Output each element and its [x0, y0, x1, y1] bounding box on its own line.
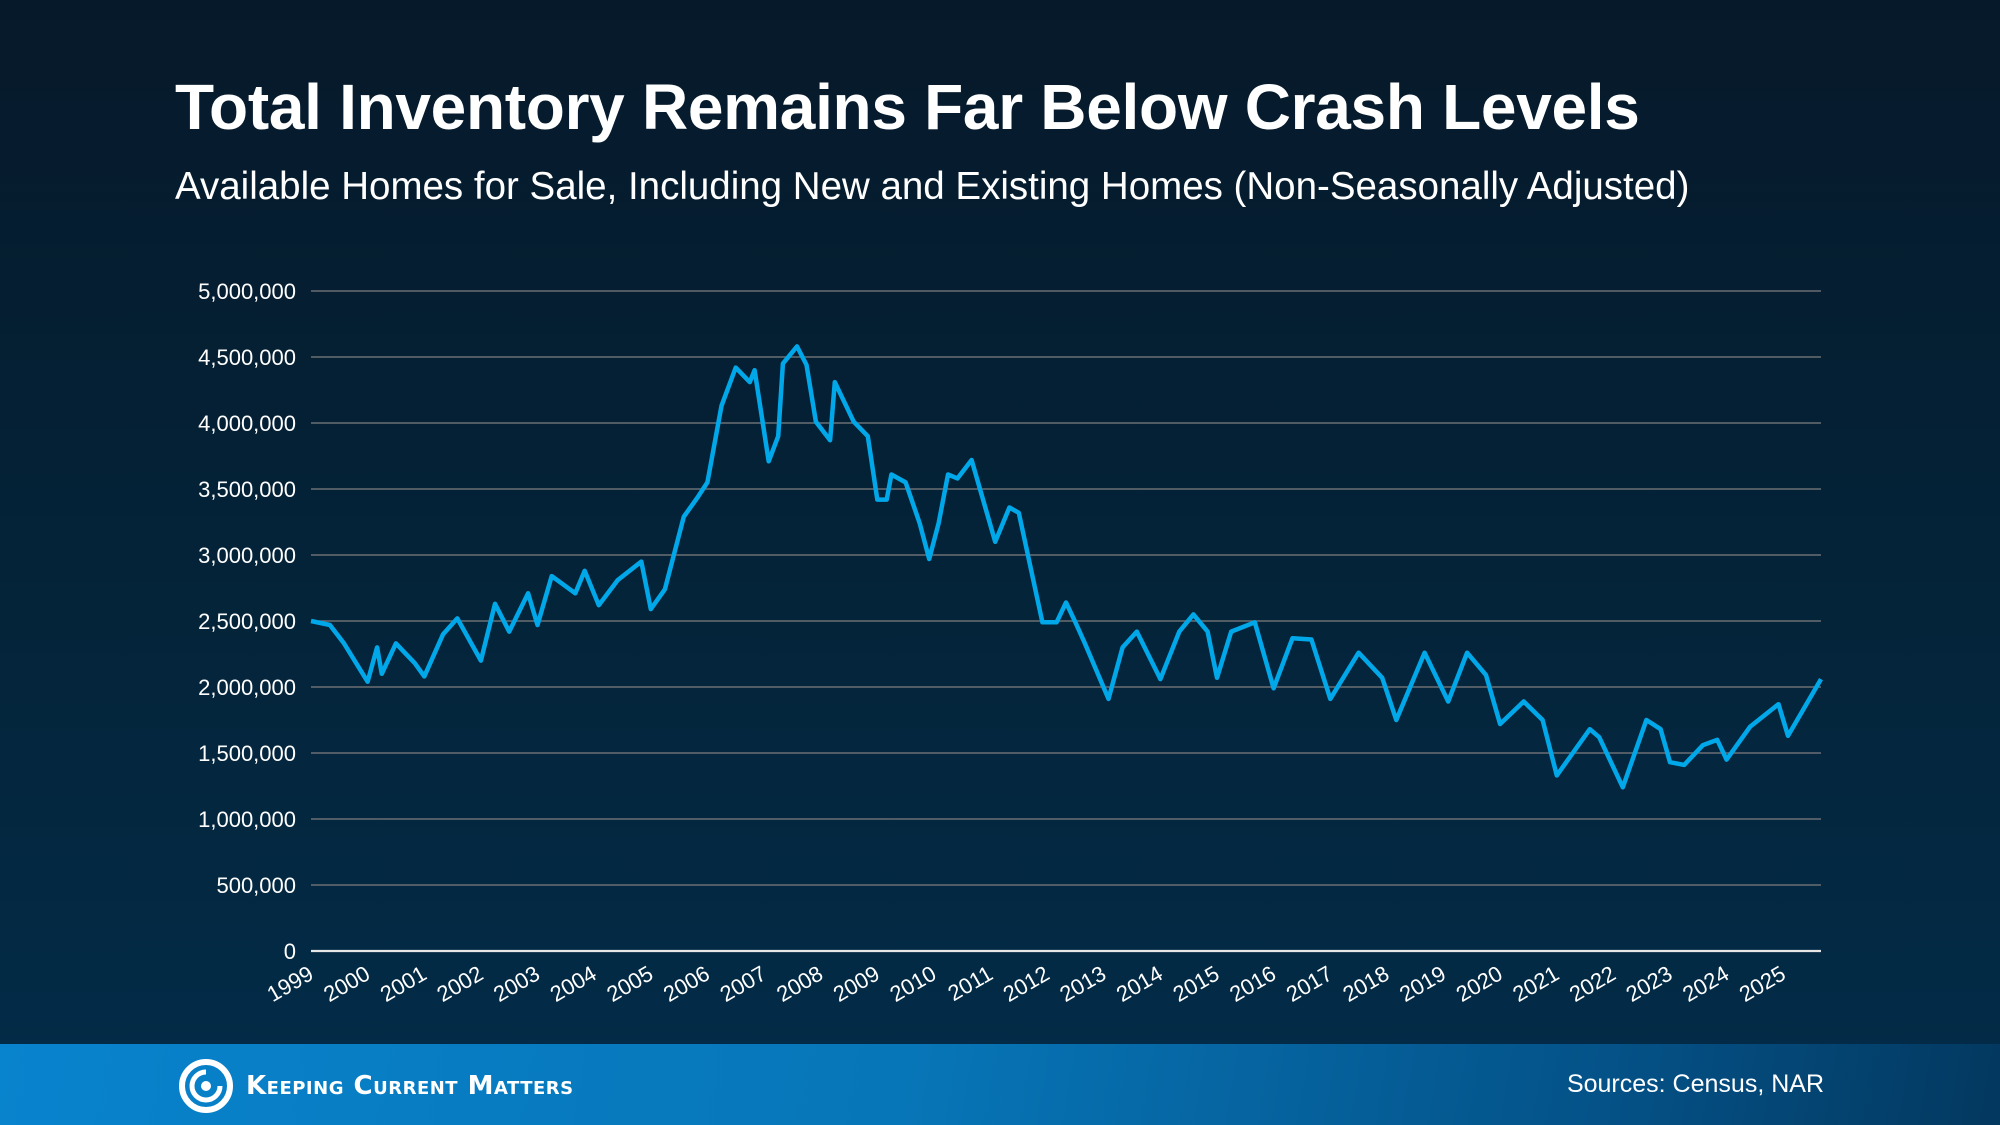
x-tick-label: 2022 [1565, 961, 1620, 1007]
x-tick-label: 2020 [1452, 961, 1507, 1007]
y-tick-label: 3,000,000 [198, 543, 296, 568]
series-line-total-inventory [310, 344, 1823, 790]
chart-subtitle: Available Homes for Sale, Including New … [175, 165, 1690, 208]
x-tick-label: 2003 [489, 961, 544, 1007]
x-tick-label: 2018 [1338, 961, 1393, 1007]
x-tick-label: 2011 [944, 961, 997, 1006]
brand-logo: Keeping Current Matters [178, 1058, 574, 1114]
swirl-logo-icon [179, 1059, 233, 1113]
x-tick-label: 2002 [432, 961, 487, 1007]
x-tick-label: 2004 [546, 961, 601, 1007]
footer-bar: Keeping Current Matters Sources: Census,… [0, 1044, 2000, 1125]
y-tick-label: 2,500,000 [198, 609, 296, 634]
brand-name: Keeping Current Matters [246, 1071, 574, 1101]
x-tick-label: 2007 [716, 961, 771, 1007]
x-tick-label: 2023 [1622, 961, 1677, 1007]
x-tick-label: 2008 [772, 961, 827, 1007]
x-tick-label: 2019 [1395, 961, 1450, 1007]
inventory-line-chart: 0 500,000 1,000,000 1,500,000 2,000,000 2,500… [198, 279, 1823, 1007]
x-tick-label: 2015 [1169, 961, 1224, 1007]
y-tick-label: 4,000,000 [198, 411, 296, 436]
y-tick-label: 3,500,000 [198, 477, 296, 502]
sources-note: Sources: Census, NAR [1566, 1070, 1824, 1098]
x-tick-label: 2017 [1282, 961, 1337, 1007]
x-tick-label: 2010 [885, 961, 940, 1007]
x-tick-label: 2024 [1678, 961, 1733, 1007]
x-tick-label: 2006 [659, 961, 714, 1007]
y-tick-label: 5,000,000 [198, 279, 296, 304]
y-tick-label: 0 [284, 939, 296, 964]
y-tick-label: 2,000,000 [198, 675, 296, 700]
x-axis: 1999 2000 2001 2002 2003 2004 2005 2006 2007 2008… [263, 961, 1790, 1007]
x-tick-label: 2014 [1112, 961, 1167, 1007]
x-tick-label: 2009 [829, 961, 884, 1007]
x-tick-label: 2001 [376, 961, 431, 1007]
x-tick-label: 2021 [1508, 961, 1563, 1007]
x-tick-label: 2016 [1225, 961, 1280, 1007]
y-tick-label: 1,000,000 [198, 807, 296, 832]
chart-title: Total Inventory Remains Far Below Crash … [175, 71, 1640, 143]
x-tick-label: 2000 [319, 961, 374, 1007]
y-tick-label: 500,000 [216, 873, 296, 898]
x-tick-label: 2013 [1055, 961, 1110, 1007]
y-tick-label: 1,500,000 [198, 741, 296, 766]
x-tick-label: 2012 [999, 961, 1054, 1007]
y-axis: 0 500,000 1,000,000 1,500,000 2,000,000 2,500… [198, 279, 296, 964]
x-tick-label: 2025 [1735, 961, 1790, 1007]
grid-lines [311, 290, 1821, 953]
x-tick-label: 1999 [263, 961, 318, 1007]
y-tick-label: 4,500,000 [198, 345, 296, 370]
x-tick-label: 2005 [602, 961, 657, 1007]
